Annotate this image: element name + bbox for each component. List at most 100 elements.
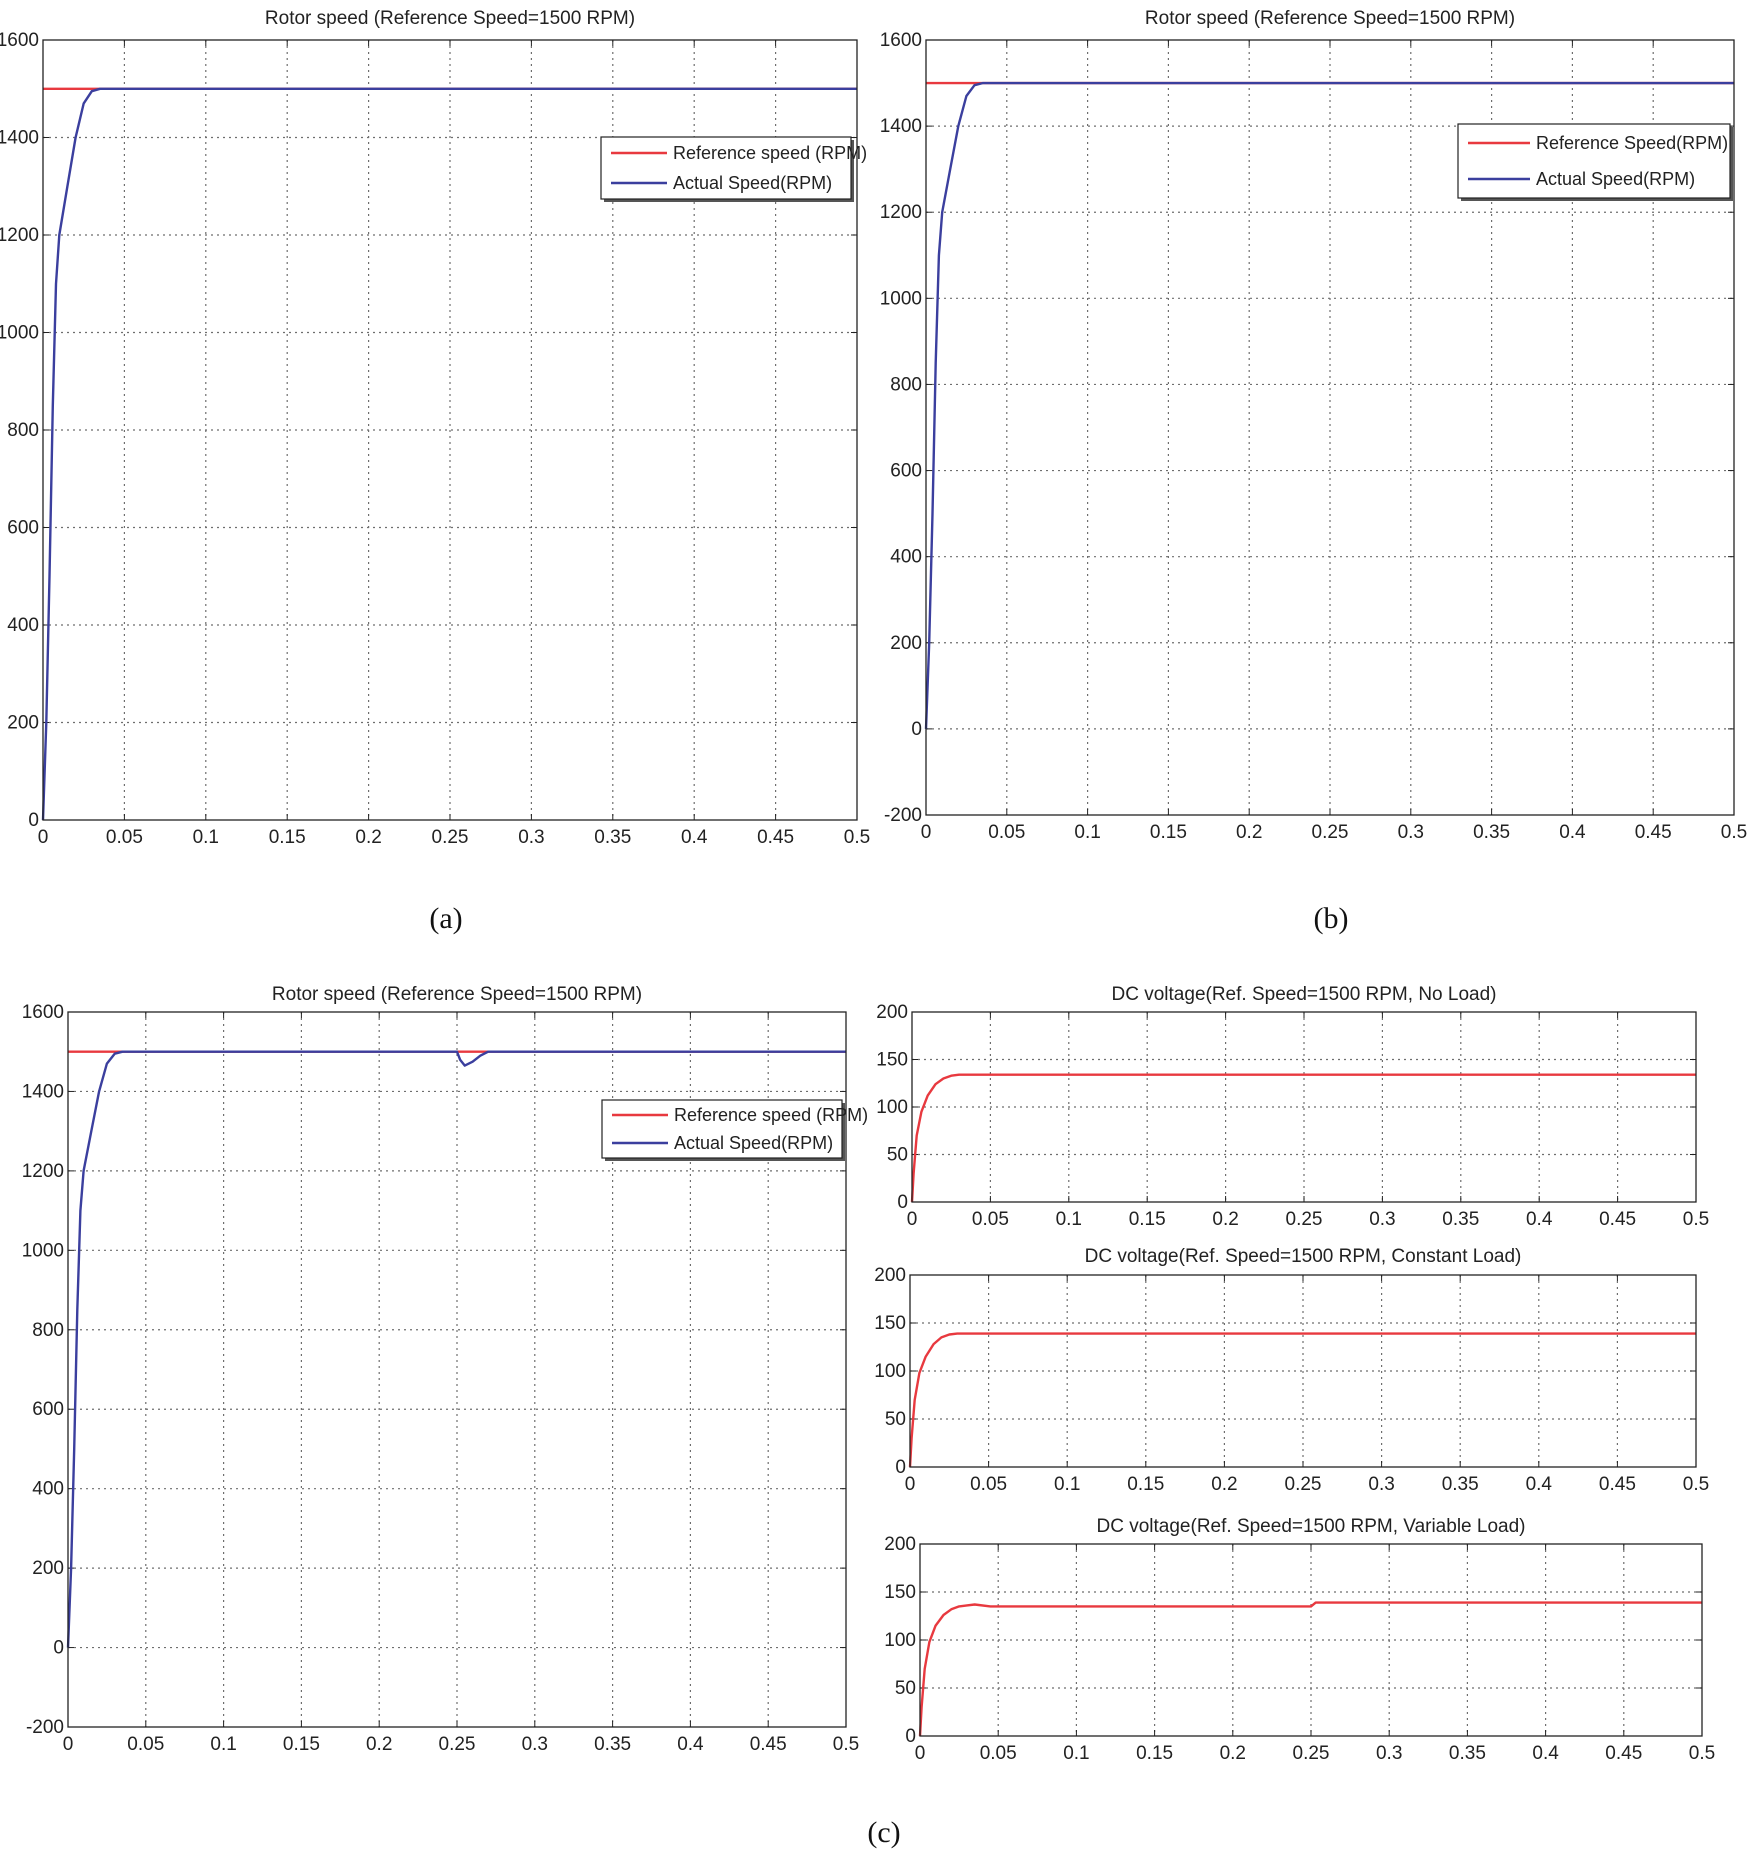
y-tick-label: 200 <box>874 1265 906 1286</box>
chart-title: DC voltage(Ref. Speed=1500 RPM, Constant… <box>1085 1246 1522 1267</box>
x-tick-label: 0.3 <box>1376 1743 1402 1764</box>
y-tick-label: 0 <box>911 719 922 740</box>
y-tick-label: 1200 <box>22 1161 64 1182</box>
y-tick-label: 50 <box>885 1409 906 1430</box>
x-tick-label: 0.3 <box>522 1734 548 1755</box>
caption-b: (b) <box>1314 902 1349 935</box>
y-tick-label: 100 <box>874 1361 906 1382</box>
x-tick-label: 0 <box>38 827 49 848</box>
x-tick-label: 0.25 <box>1286 1209 1323 1230</box>
x-tick-label: 0.15 <box>1129 1209 1166 1230</box>
legend-label-1: Reference Speed(RPM) <box>1536 133 1728 153</box>
x-tick-label: 0.35 <box>1442 1474 1479 1495</box>
x-tick-label: 0.4 <box>677 1734 704 1755</box>
y-tick-label: 0 <box>897 1192 908 1213</box>
chart-title: DC voltage(Ref. Speed=1500 RPM, No Load) <box>1112 984 1497 1005</box>
axes-frame <box>42 39 858 821</box>
caption-c: (c) <box>867 1816 900 1849</box>
x-tick-label: 0 <box>915 1743 926 1764</box>
x-tick-label: 0.1 <box>210 1734 236 1755</box>
x-tick-label: 0.35 <box>594 1734 631 1755</box>
legend-box <box>601 1099 843 1159</box>
legend-label-2: Actual Speed(RPM) <box>1536 169 1695 189</box>
series-line-2 <box>66 1050 846 1648</box>
x-tick-label: 0.15 <box>283 1734 320 1755</box>
legend-label-2: Actual Speed(RPM) <box>673 173 832 193</box>
axes-frame <box>919 1543 1703 1737</box>
x-tick-label: 0.1 <box>1054 1474 1080 1495</box>
x-tick-label: 0.4 <box>1559 822 1586 843</box>
x-tick-label: 0.5 <box>844 827 870 848</box>
y-tick-label: 400 <box>32 1479 64 1500</box>
y-tick-label: 1000 <box>880 288 922 309</box>
y-tick-label: 200 <box>890 633 922 654</box>
x-tick-label: 0.45 <box>1605 1743 1642 1764</box>
x-tick-label: 0.35 <box>1449 1743 1486 1764</box>
x-tick-label: 0.5 <box>1721 822 1747 843</box>
chart-panel-a: Rotor speed (Reference Speed=1500 RPM)0 0… <box>0 8 870 848</box>
chart-panel-c4: DC voltage(Ref. Speed=1500 RPM, Variable… <box>884 1516 1715 1764</box>
x-tick-label: 0.05 <box>988 822 1025 843</box>
x-tick-label: 0.4 <box>681 827 708 848</box>
legend-box <box>1457 123 1731 199</box>
legend-box <box>600 136 852 200</box>
x-tick-label: 0.4 <box>1526 1209 1553 1230</box>
y-tick-label: 1000 <box>22 1240 64 1261</box>
x-tick-label: 0.1 <box>1063 1743 1089 1764</box>
x-tick-label: 0.1 <box>1056 1209 1082 1230</box>
y-tick-label: 50 <box>895 1678 916 1699</box>
legend-label-1: Reference speed (RPM) <box>673 143 867 163</box>
chart-title: Rotor speed (Reference Speed=1500 RPM) <box>272 984 642 1005</box>
x-tick-label: 0.25 <box>1293 1743 1330 1764</box>
y-tick-label: 1400 <box>0 128 39 149</box>
y-tick-label: 1000 <box>0 323 39 344</box>
chart-title: Rotor speed (Reference Speed=1500 RPM) <box>1145 8 1515 29</box>
y-tick-label: 200 <box>7 713 39 734</box>
series-line-1 <box>918 1601 1702 1737</box>
caption-a: (a) <box>429 902 462 935</box>
y-tick-label: 600 <box>32 1399 64 1420</box>
series-line-2 <box>924 81 1734 729</box>
y-tick-label: 400 <box>890 547 922 568</box>
chart-title: DC voltage(Ref. Speed=1500 RPM, Variable… <box>1097 1516 1526 1537</box>
chart-panel-b: Rotor speed (Reference Speed=1500 RPM) 0 0… <box>880 8 1747 843</box>
x-tick-label: 0.3 <box>1369 1209 1395 1230</box>
y-tick-label: 800 <box>7 420 39 441</box>
y-tick-label: -200 <box>26 1717 64 1738</box>
chart-title: Rotor speed (Reference Speed=1500 RPM) <box>265 8 635 29</box>
series-line-1 <box>908 1332 1696 1468</box>
x-tick-label: 0.15 <box>1136 1743 1173 1764</box>
x-tick-label: 0.1 <box>193 827 219 848</box>
axes-frame <box>909 1274 1697 1468</box>
y-tick-label: 0 <box>895 1457 906 1478</box>
chart-panel-c3: DC voltage(Ref. Speed=1500 RPM, Constant… <box>874 1246 1709 1495</box>
y-tick-label: 1200 <box>880 202 922 223</box>
x-tick-label: 0.3 <box>1398 822 1424 843</box>
series-line-2 <box>41 87 857 821</box>
y-tick-label: 0 <box>905 1726 916 1747</box>
x-tick-label: 0.2 <box>1236 822 1262 843</box>
axes-frame <box>925 39 1735 816</box>
x-tick-label: 0.15 <box>1127 1474 1164 1495</box>
x-tick-label: 0.4 <box>1526 1474 1553 1495</box>
x-tick-label: 0.45 <box>750 1734 787 1755</box>
legend-label-1: Reference speed (RPM) <box>674 1105 868 1125</box>
x-tick-label: 0.25 <box>439 1734 476 1755</box>
y-tick-label: 1600 <box>22 1002 64 1023</box>
y-tick-label: 150 <box>876 1050 908 1071</box>
chart-panel-c1: Rotor speed (Reference Speed=1500 RPM) 0 0… <box>22 984 868 1755</box>
x-tick-label: 0.4 <box>1532 1743 1559 1764</box>
y-tick-label: 200 <box>884 1534 916 1555</box>
y-tick-label: 0 <box>28 810 39 831</box>
y-tick-label: 1400 <box>880 116 922 137</box>
chart-panel-c2: DC voltage(Ref. Speed=1500 RPM, No Load)… <box>876 984 1709 1230</box>
y-tick-label: 1600 <box>0 30 39 51</box>
x-tick-label: 0.5 <box>1683 1209 1709 1230</box>
x-tick-label: 0.1 <box>1074 822 1100 843</box>
x-tick-label: 0.5 <box>1683 1474 1709 1495</box>
x-tick-label: 0.35 <box>1473 822 1510 843</box>
x-tick-label: 0.15 <box>269 827 306 848</box>
x-tick-label: 0.35 <box>594 827 631 848</box>
y-tick-label: 200 <box>876 1002 908 1023</box>
x-tick-label: 0.45 <box>1635 822 1672 843</box>
